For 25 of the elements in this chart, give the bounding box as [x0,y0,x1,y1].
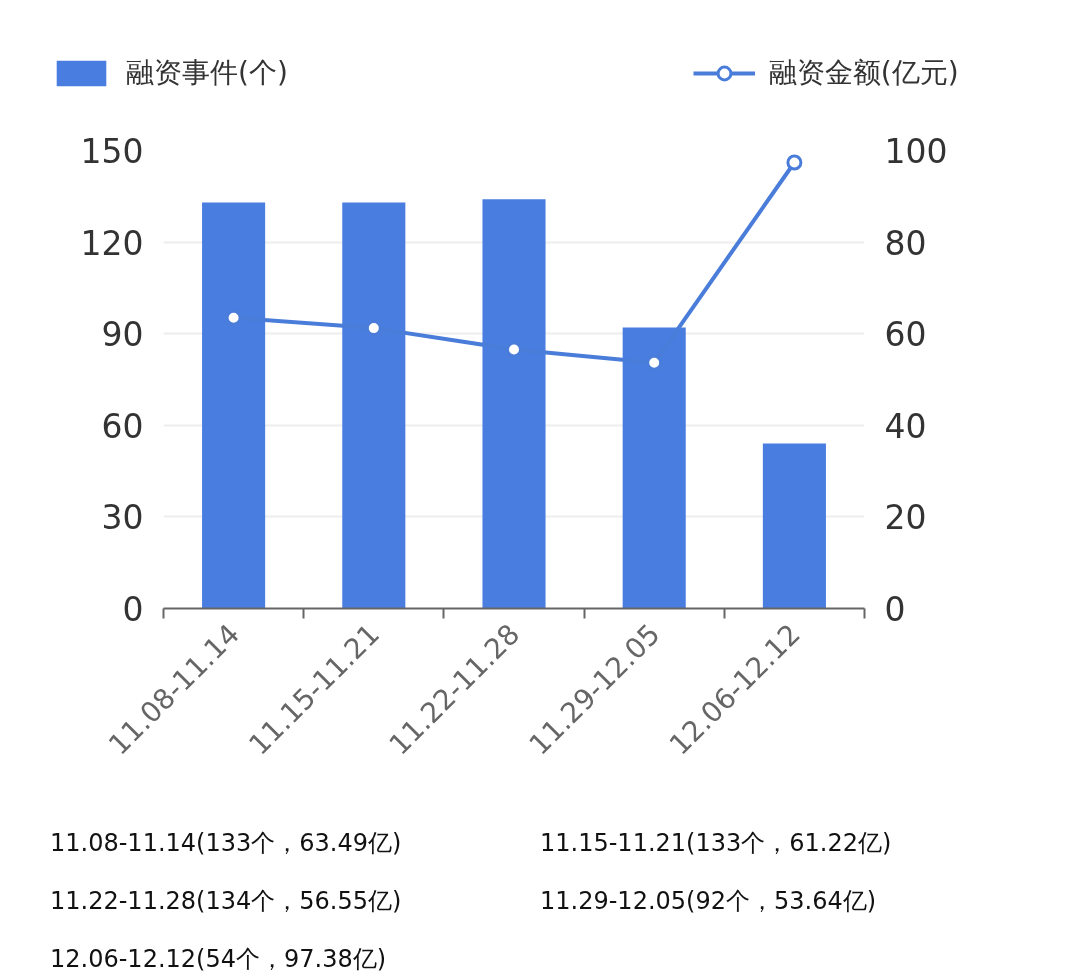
y-tick-label: 30 [101,498,144,538]
y2-tick-label: 100 [884,132,948,171]
point [225,309,242,326]
y2-tick-label: 0 [884,590,906,629]
legend-label: 融资事件(个) [126,55,288,91]
y2-tick-label: 60 [884,315,927,355]
y-tick-label: 60 [101,406,144,446]
y-tick-label: 120 [80,223,144,263]
legend-label: 融资金额(亿元) [768,55,959,91]
point [646,354,663,371]
y2-tick-label: 40 [884,406,927,446]
text: 11.08-11.14(133个，63.49亿) [50,828,403,859]
text: 12.06-12.12(54个，97.38亿) [50,944,388,975]
y2-tick-label: 20 [884,498,927,538]
text: 11.29-12.05(92个，53.64亿) [540,886,878,917]
point [506,341,522,358]
y-tick-label: 0 [122,590,144,629]
text: 11.22-11.28(134个，56.55亿) [50,886,403,917]
y-tick-label: 150 [80,132,144,171]
point [786,154,803,171]
y-tick-label: 90 [101,315,144,355]
y2-tick-label: 80 [884,223,927,263]
text: 11.15-11.21(133个，61.22亿) [540,828,893,859]
point [365,320,382,337]
bar [762,443,826,609]
